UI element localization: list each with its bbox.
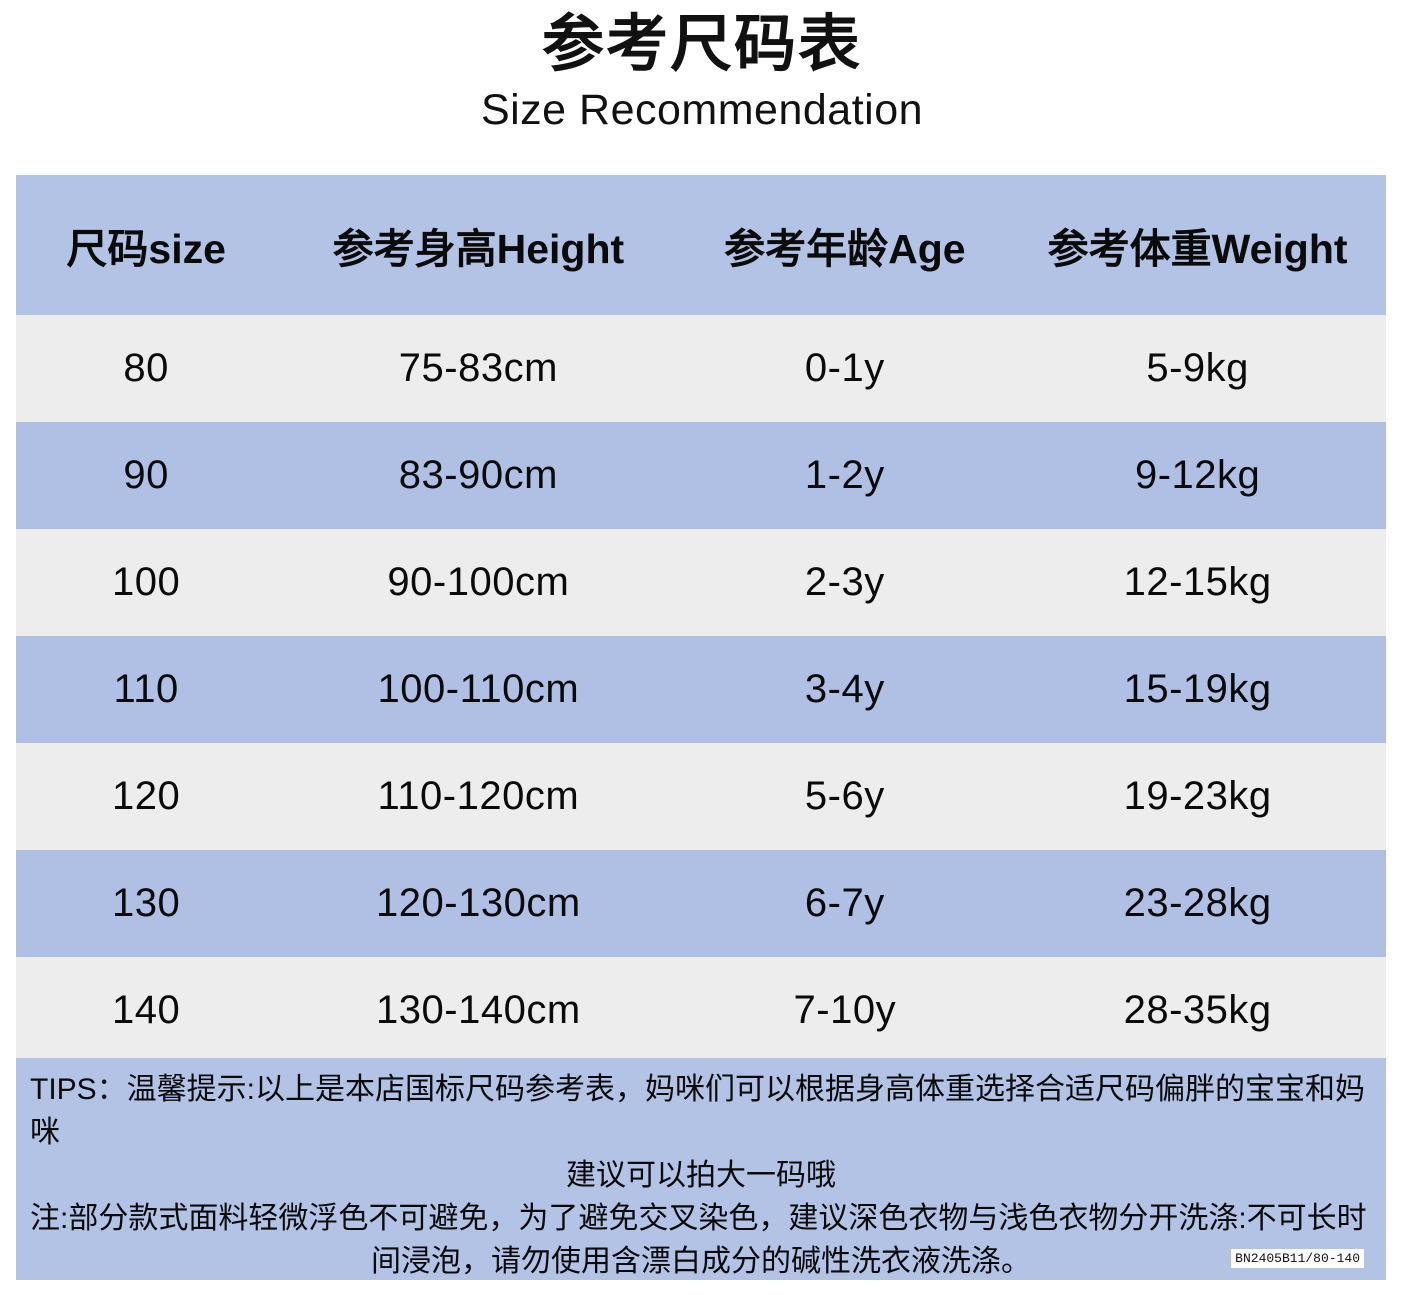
table-row: 130 120-130cm 6-7y 23-28kg — [16, 850, 1386, 957]
cell-weight: 9-12kg — [1009, 422, 1386, 529]
cell-weight: 23-28kg — [1009, 850, 1386, 957]
cell-height: 100-110cm — [276, 636, 681, 743]
column-header-size: 尺码size — [16, 175, 277, 315]
cell-size: 110 — [16, 636, 277, 743]
cell-age: 5-6y — [680, 743, 1010, 850]
column-header-age: 参考年龄Age — [680, 175, 1010, 315]
cell-height: 130-140cm — [276, 957, 681, 1064]
sku-code: BN2405B11/80-140 — [1231, 1249, 1364, 1268]
cell-age: 2-3y — [680, 529, 1010, 636]
cell-height: 120-130cm — [276, 850, 681, 957]
table-row: 120 110-120cm 5-6y 19-23kg — [16, 743, 1386, 850]
cell-age: 7-10y — [680, 957, 1010, 1064]
table-header-row: 尺码size 参考身高Height 参考年龄Age 参考体重Weight — [16, 175, 1386, 315]
cell-height: 75-83cm — [276, 315, 681, 422]
table-row: 140 130-140cm 7-10y 28-35kg — [16, 957, 1386, 1064]
column-header-height: 参考身高Height — [276, 175, 681, 315]
cell-age: 1-2y — [680, 422, 1010, 529]
table-body: 80 75-83cm 0-1y 5-9kg 90 83-90cm 1-2y 9-… — [16, 315, 1386, 1064]
page-title-chinese: 参考尺码表 — [541, 10, 862, 79]
cell-age: 3-4y — [680, 636, 1010, 743]
title-block: 参考尺码表 Size Recommendation — [0, 0, 1404, 138]
cell-height: 90-100cm — [276, 529, 681, 636]
size-table: 尺码size 参考身高Height 参考年龄Age 参考体重Weight 80 … — [16, 175, 1386, 1064]
note-line-2: 间浸泡，请勿使用含漂白成分的碱性洗衣液洗涤。 — [371, 1245, 1031, 1278]
cell-size: 100 — [16, 529, 277, 636]
size-table-container: 尺码size 参考身高Height 参考年龄Age 参考体重Weight 80 … — [16, 175, 1386, 1064]
cell-size: 140 — [16, 957, 277, 1064]
cell-weight: 19-23kg — [1009, 743, 1386, 850]
table-row: 90 83-90cm 1-2y 9-12kg — [16, 422, 1386, 529]
page-title-english: Size Recommendation — [480, 86, 924, 134]
cell-weight: 12-15kg — [1009, 529, 1386, 636]
tips-line-2: 建议可以拍大一码哦 — [566, 1159, 836, 1192]
cell-age: 0-1y — [680, 315, 1010, 422]
cell-height: 110-120cm — [276, 743, 681, 850]
note-line-1: 注:部分款式面料轻微浮色不可避免，为了避免交叉染色，建议深色衣物与浅色衣物分开洗… — [30, 1202, 1367, 1235]
cell-height: 83-90cm — [276, 422, 681, 529]
table-row: 100 90-100cm 2-3y 12-15kg — [16, 529, 1386, 636]
cell-weight: 15-19kg — [1009, 636, 1386, 743]
cell-size: 130 — [16, 850, 277, 957]
tips-block: TIPS：温馨提示:以上是本店国标尺码参考表，妈咪们可以根据身高体重选择合适尺码… — [16, 1058, 1386, 1280]
column-header-weight: 参考体重Weight — [1009, 175, 1386, 315]
cell-size: 120 — [16, 743, 277, 850]
table-header: 尺码size 参考身高Height 参考年龄Age 参考体重Weight — [16, 175, 1386, 315]
table-row: 110 100-110cm 3-4y 15-19kg — [16, 636, 1386, 743]
cell-weight: 5-9kg — [1009, 315, 1386, 422]
cell-size: 80 — [16, 315, 277, 422]
tips-line-1: TIPS：温馨提示:以上是本店国标尺码参考表，妈咪们可以根据身高体重选择合适尺码… — [30, 1073, 1366, 1149]
cell-size: 90 — [16, 422, 277, 529]
cell-weight: 28-35kg — [1009, 957, 1386, 1064]
cell-age: 6-7y — [680, 850, 1010, 957]
table-row: 80 75-83cm 0-1y 5-9kg — [16, 315, 1386, 422]
